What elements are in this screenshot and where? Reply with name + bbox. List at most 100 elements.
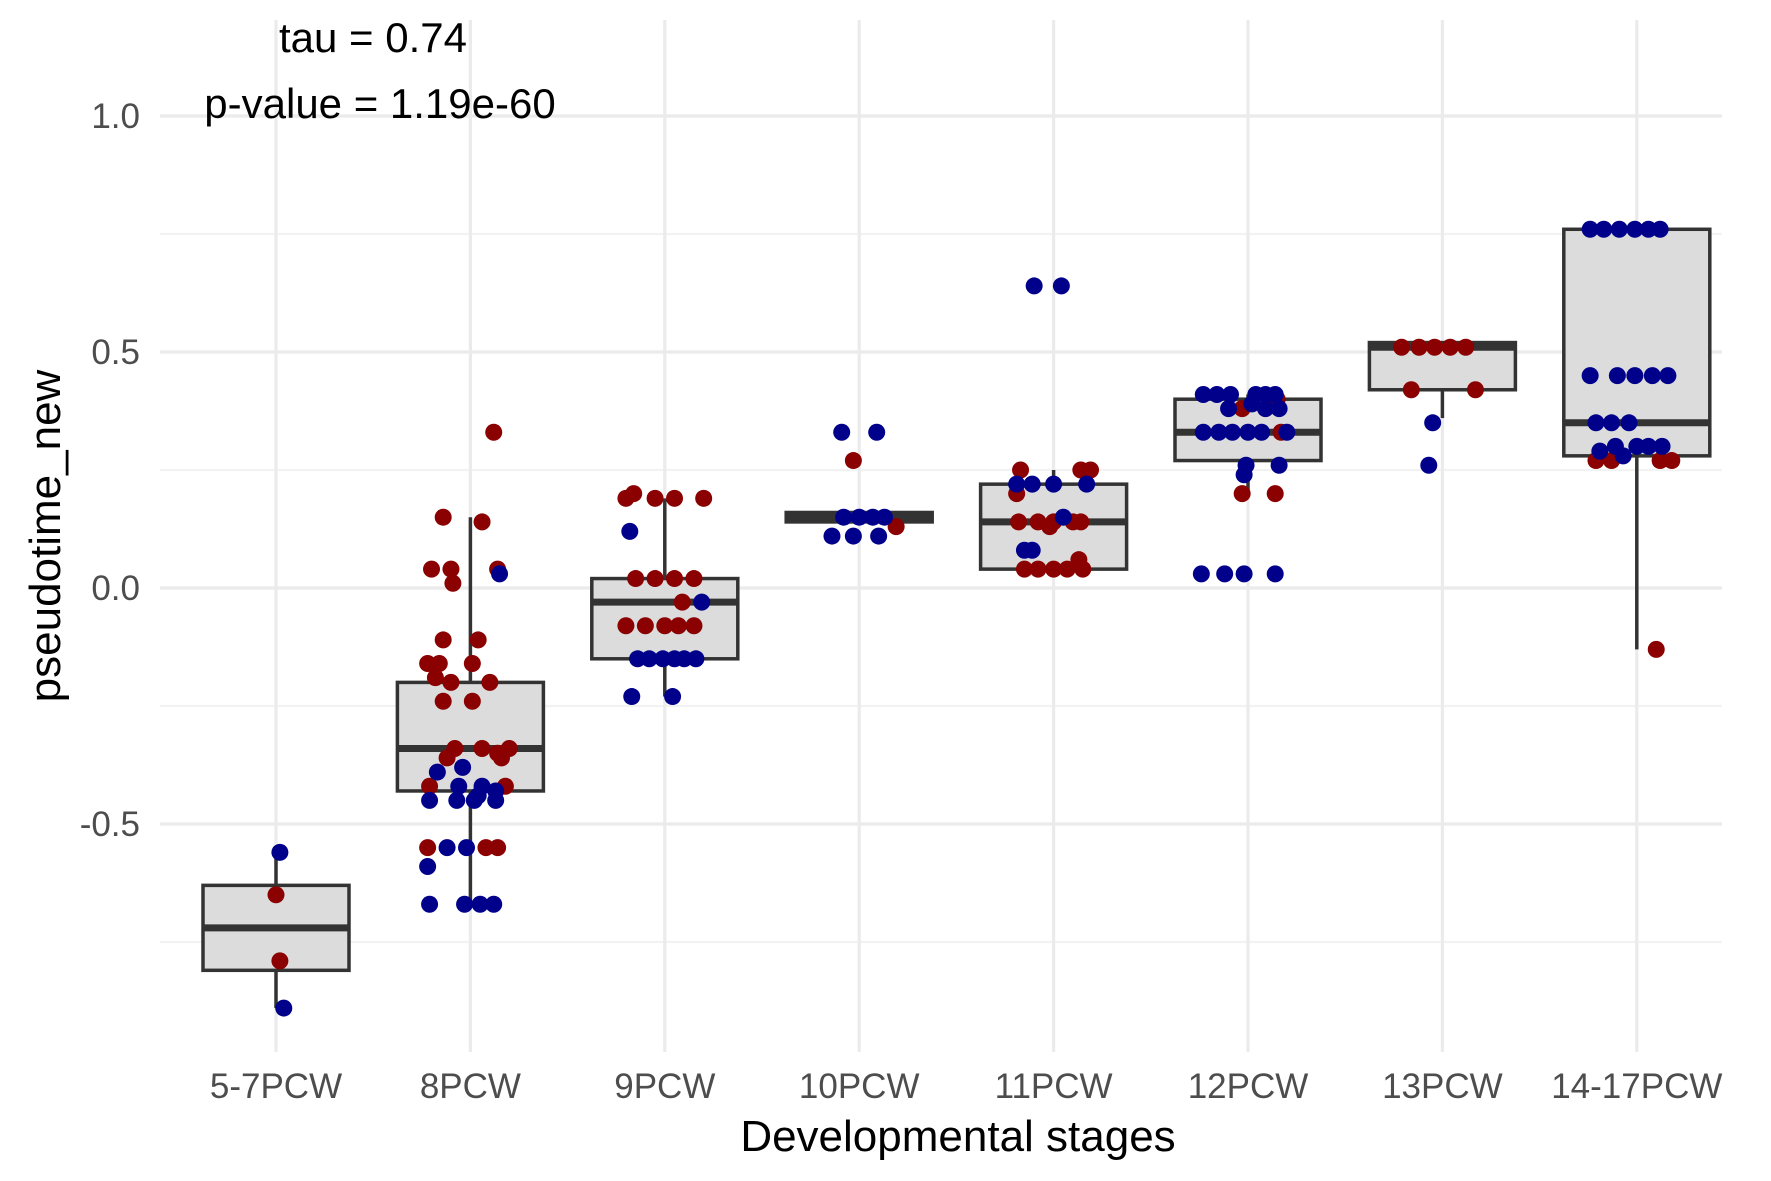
data-point	[621, 522, 639, 540]
grid-lines	[160, 20, 1722, 1052]
data-point	[1420, 456, 1438, 474]
data-point	[1058, 560, 1076, 578]
y-axis-title: pseudotime_new	[21, 369, 70, 702]
data-point	[487, 791, 505, 809]
data-point	[1639, 437, 1657, 455]
data-point	[1266, 385, 1284, 403]
data-point	[458, 839, 476, 857]
y-tick-label: -0.5	[80, 805, 140, 844]
data-point	[1015, 560, 1033, 578]
x-tick-label: 8PCW	[420, 1067, 521, 1106]
data-point	[275, 999, 293, 1017]
data-point	[685, 617, 703, 635]
data-point	[640, 650, 658, 668]
data-point	[1639, 220, 1657, 238]
data-point	[463, 692, 481, 710]
data-point	[493, 749, 511, 767]
data-point	[693, 593, 711, 611]
data-point	[1410, 338, 1428, 356]
data-point	[419, 655, 437, 673]
data-point	[421, 777, 439, 795]
data-point	[419, 839, 437, 857]
data-point	[617, 489, 635, 507]
data-point	[1008, 475, 1026, 493]
data-point	[823, 527, 841, 545]
data-point	[654, 650, 672, 668]
data-point	[887, 518, 905, 536]
data-point	[687, 650, 705, 668]
data-point	[1457, 338, 1475, 356]
data-point	[870, 527, 888, 545]
data-point	[485, 895, 503, 913]
data-point	[434, 508, 452, 526]
data-point	[444, 574, 462, 592]
data-point	[438, 749, 456, 767]
data-point	[1208, 385, 1226, 403]
data-point	[864, 508, 882, 526]
data-point	[421, 791, 439, 809]
pvalue-annotation: p-value = 1.19e-60	[204, 80, 555, 127]
data-point	[463, 655, 481, 673]
data-point	[1643, 367, 1661, 385]
data-point	[271, 843, 289, 861]
data-point	[656, 617, 674, 635]
data-point	[1441, 338, 1459, 356]
data-point	[646, 489, 664, 507]
x-tick-label: 5-7PCW	[210, 1067, 342, 1106]
data-point	[454, 758, 472, 776]
data-point	[1216, 565, 1234, 583]
data-point	[1587, 414, 1605, 432]
x-axis-title: Developmental stages	[740, 1112, 1175, 1161]
x-axis-ticks: 5-7PCW 8PCW 9PCW 10PCW 11PCW 12PCW 13PCW 14-17P…	[210, 1067, 1723, 1106]
data-point	[1426, 338, 1444, 356]
data-point	[1270, 456, 1288, 474]
data-point	[1253, 423, 1271, 441]
box-iqr	[1562, 227, 1712, 458]
data-point	[1610, 220, 1628, 238]
data-point	[1233, 485, 1251, 503]
data-point	[471, 895, 489, 913]
data-point	[1626, 367, 1644, 385]
data-point	[477, 839, 495, 857]
data-point	[1608, 367, 1626, 385]
box-13PCW	[1367, 340, 1518, 419]
data-point	[617, 617, 635, 635]
data-point	[1239, 423, 1257, 441]
data-point	[1581, 220, 1599, 238]
data-point	[1025, 277, 1043, 295]
data-point	[491, 565, 509, 583]
data-point	[636, 617, 654, 635]
tau-annotation: tau = 0.74	[279, 14, 467, 61]
data-point	[1659, 367, 1677, 385]
data-point	[1266, 485, 1284, 503]
y-tick-label: 1.0	[91, 97, 140, 136]
data-point	[833, 423, 851, 441]
data-point	[1045, 475, 1063, 493]
data-point	[438, 839, 456, 857]
data-point	[465, 791, 483, 809]
x-tick-label: 13PCW	[1382, 1067, 1503, 1106]
data-point	[430, 655, 448, 673]
data-point	[1223, 423, 1241, 441]
data-point	[629, 650, 647, 668]
box-iqr	[590, 576, 740, 661]
data-point	[868, 423, 886, 441]
data-point	[1041, 518, 1059, 536]
data-point	[875, 508, 893, 526]
data-point	[1603, 414, 1621, 432]
data-point	[664, 688, 682, 706]
x-tick-label: 12PCW	[1188, 1067, 1309, 1106]
data-point	[675, 650, 693, 668]
data-point	[1663, 452, 1681, 470]
data-point	[1192, 565, 1210, 583]
data-point	[1243, 395, 1261, 413]
data-point	[448, 791, 466, 809]
data-point	[1010, 513, 1028, 531]
data-point	[1626, 220, 1644, 238]
data-point	[267, 886, 285, 904]
data-point	[1270, 400, 1288, 418]
data-point	[1424, 414, 1442, 432]
data-point	[1591, 442, 1609, 460]
y-axis-ticks: -0.5 0.0 0.5 1.0	[80, 97, 140, 844]
data-point	[1194, 385, 1212, 403]
